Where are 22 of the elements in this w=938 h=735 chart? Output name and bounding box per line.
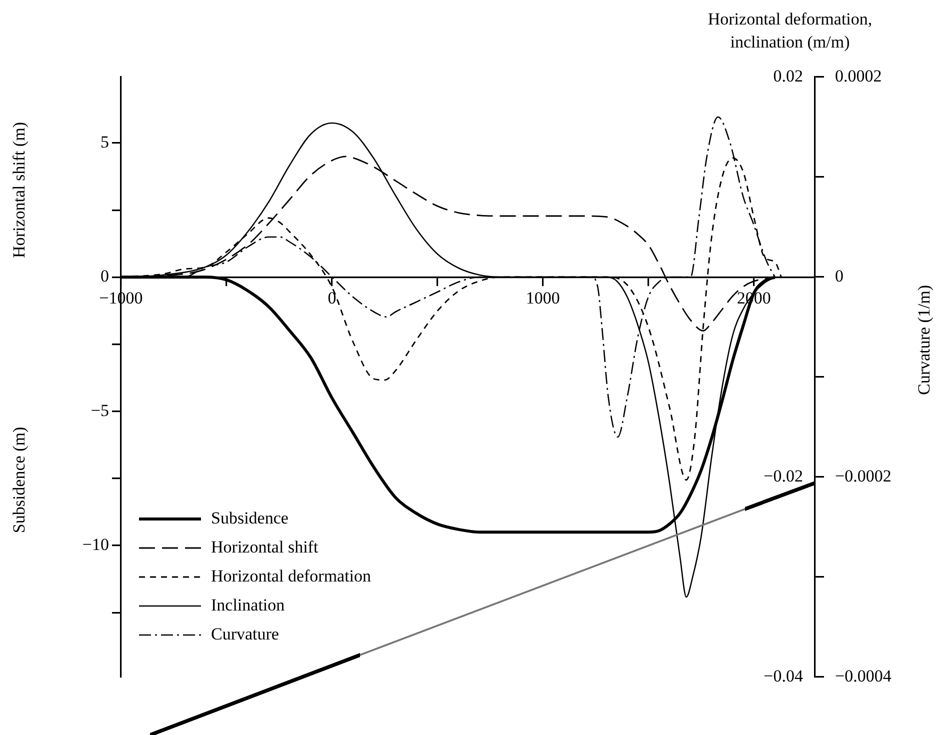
y3-tick-label: −0.0004 <box>835 666 892 686</box>
x-tick-label: 0 <box>328 288 336 308</box>
y-axis-title: Horizontal shift (m) <box>9 122 28 258</box>
y3-axis-title: Curvature (1/m) <box>914 285 934 395</box>
y3-tick-label: −0.0002 <box>835 466 892 486</box>
y-tick-label: 0 <box>100 266 109 286</box>
y2-tick-label: −0.04 <box>764 666 804 686</box>
legend-label: Curvature <box>211 624 279 644</box>
y-tick-label: 5 <box>100 132 109 152</box>
y-tick-label: −5 <box>90 400 109 420</box>
legend-label: Inclination <box>211 595 286 614</box>
legend-label: Horizontal shift <box>211 537 318 556</box>
y-tick-label: −10 <box>82 534 109 554</box>
y2-tick-label: 0.02 <box>773 66 803 86</box>
y2-tick-label: −0.02 <box>764 466 804 486</box>
x-tick-label: 1000 <box>526 288 560 308</box>
text: Subsidence (m) <box>9 426 28 534</box>
legend-label: Horizontal deformation <box>211 566 372 586</box>
y2-axis-title: Horizontal deformation, inclination (m/m) <box>708 9 872 52</box>
y3-tick-label: 0 <box>835 266 844 286</box>
y3-tick-label: 0.0002 <box>835 66 882 86</box>
legend-label: Subsidence <box>211 508 288 528</box>
